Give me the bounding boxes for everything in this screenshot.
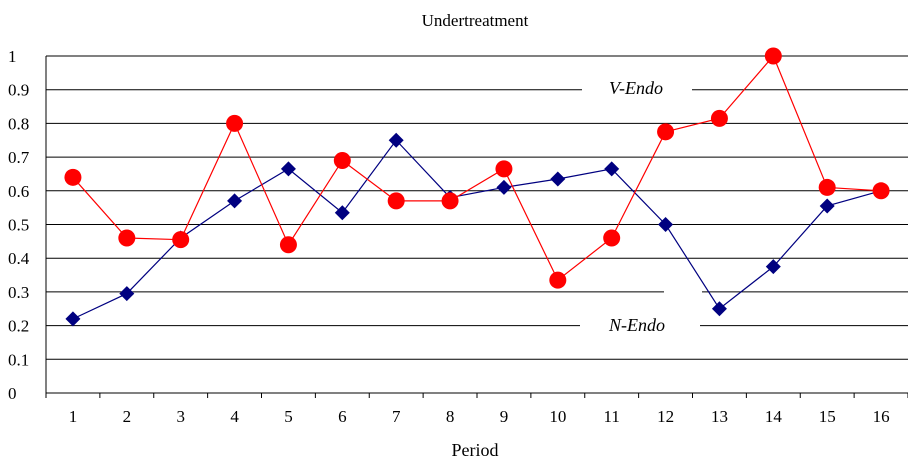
point-v-endo bbox=[549, 271, 567, 289]
point-n-endo bbox=[334, 205, 350, 221]
y-tick-label: 0.7 bbox=[8, 148, 30, 167]
point-v-endo bbox=[603, 229, 621, 247]
x-tick-label: 9 bbox=[500, 407, 509, 426]
x-tick-label: 13 bbox=[711, 407, 728, 426]
label-mask bbox=[582, 76, 692, 100]
x-tick-label: 12 bbox=[657, 407, 674, 426]
series-label-v-endo: V-Endo bbox=[609, 78, 663, 98]
point-v-endo bbox=[333, 151, 351, 169]
point-v-endo bbox=[226, 114, 244, 132]
y-tick-label: 0.9 bbox=[8, 81, 29, 100]
x-axis-label: Period bbox=[452, 440, 499, 460]
point-v-endo bbox=[387, 192, 405, 210]
x-tick-label: 3 bbox=[176, 407, 185, 426]
series-label-n-endo: N-Endo bbox=[608, 315, 665, 335]
point-n-endo bbox=[765, 259, 781, 275]
point-n-endo bbox=[496, 179, 512, 195]
series-line-v-endo bbox=[72, 54, 882, 282]
point-n-endo bbox=[604, 161, 620, 177]
x-axis-ticks: 1 2 3 4 5 6 7 8 9 10 11 12 13 14 15 16 bbox=[45, 393, 908, 426]
y-tick-label: 0.4 bbox=[8, 249, 30, 268]
y-tick-label: 0 bbox=[8, 384, 17, 403]
x-tick-label: 7 bbox=[392, 407, 401, 426]
point-v-endo bbox=[872, 182, 890, 200]
point-n-endo bbox=[65, 311, 81, 327]
point-n-endo bbox=[227, 193, 243, 209]
chart-title: Undertreatment bbox=[422, 11, 529, 30]
x-tick-label: 6 bbox=[338, 407, 347, 426]
series-line-n-endo bbox=[72, 139, 882, 320]
y-tick-label: 0.2 bbox=[8, 317, 29, 336]
y-tick-label: 0.3 bbox=[8, 283, 29, 302]
series-labels: V-Endo N-Endo bbox=[580, 76, 702, 338]
point-v-endo bbox=[441, 192, 459, 210]
point-n-endo bbox=[388, 132, 404, 148]
y-tick-label: 0.8 bbox=[8, 114, 29, 133]
y-tick-label: 0.6 bbox=[8, 182, 29, 201]
point-v-endo bbox=[172, 231, 190, 249]
point-n-endo bbox=[550, 171, 566, 187]
gridlines bbox=[46, 55, 908, 360]
point-v-endo bbox=[710, 109, 728, 127]
point-n-endo bbox=[819, 198, 835, 214]
point-n-endo bbox=[119, 286, 135, 302]
y-tick-label: 0.1 bbox=[8, 350, 29, 369]
series-group bbox=[64, 47, 890, 327]
point-v-endo bbox=[64, 168, 82, 186]
x-tick-label: 2 bbox=[123, 407, 132, 426]
point-v-endo bbox=[657, 123, 675, 141]
point-v-endo bbox=[279, 236, 297, 254]
point-v-endo bbox=[764, 47, 782, 65]
point-v-endo bbox=[495, 160, 513, 178]
point-v-endo bbox=[118, 229, 136, 247]
x-tick-label: 14 bbox=[765, 407, 783, 426]
y-axis-ticks: 0 0.1 0.2 0.3 0.4 0.5 0.6 0.7 0.8 0.9 1 bbox=[8, 47, 30, 403]
y-tick-label: 1 bbox=[8, 47, 17, 66]
point-n-endo bbox=[280, 161, 296, 177]
x-tick-label: 4 bbox=[230, 407, 239, 426]
point-n-endo bbox=[711, 301, 727, 317]
y-tick-label: 0.5 bbox=[8, 216, 29, 235]
label-mask bbox=[664, 287, 702, 297]
x-tick-label: 1 bbox=[69, 407, 78, 426]
x-tick-label: 11 bbox=[604, 407, 620, 426]
point-n-endo bbox=[658, 217, 674, 232]
x-tick-label: 5 bbox=[284, 407, 293, 426]
label-mask bbox=[580, 312, 700, 338]
x-tick-label: 15 bbox=[819, 407, 836, 426]
x-tick-label: 16 bbox=[873, 407, 890, 426]
x-tick-label: 8 bbox=[446, 407, 455, 426]
x-tick-label: 10 bbox=[549, 407, 566, 426]
point-v-endo bbox=[818, 178, 836, 196]
